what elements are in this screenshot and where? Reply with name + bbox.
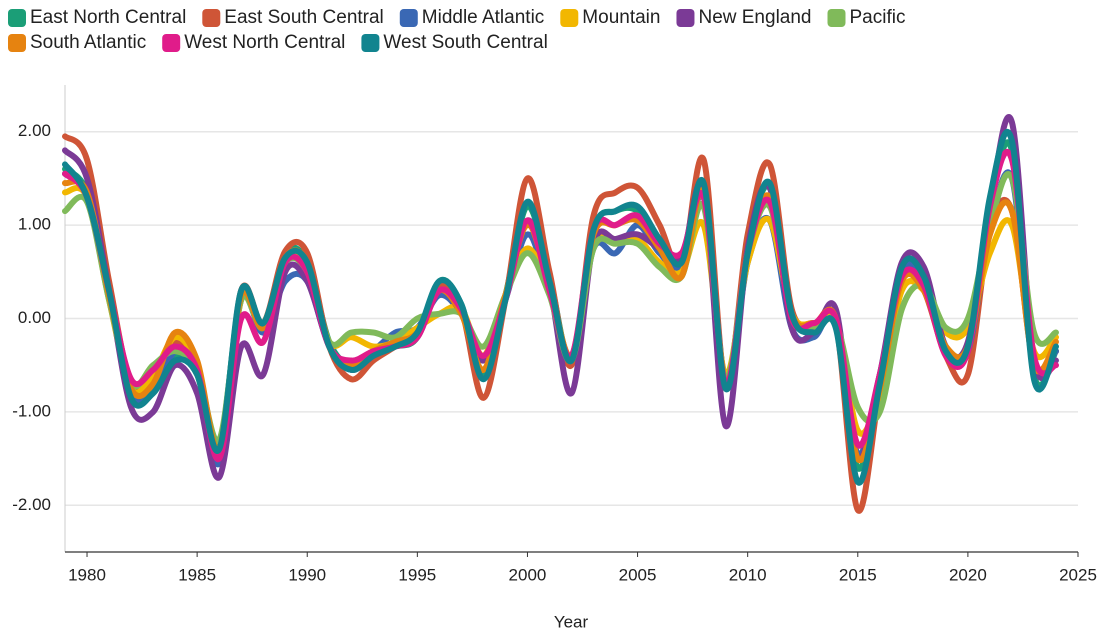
legend-label: West North Central xyxy=(184,32,345,53)
legend-item: West North Central xyxy=(162,32,345,53)
legend-label: East North Central xyxy=(30,7,186,28)
legend-item: East South Central xyxy=(202,7,384,28)
legend: East North Central East South Central Midd… xyxy=(8,7,905,53)
y-tick-label: 1.00 xyxy=(18,215,51,234)
x-tick-label: 2000 xyxy=(509,565,547,584)
legend-item: South Atlantic xyxy=(8,32,146,53)
legend-label: South Atlantic xyxy=(30,32,146,53)
series-line xyxy=(62,139,1059,472)
legend-label: New England xyxy=(698,7,811,28)
legend-label: West South Central xyxy=(383,32,547,53)
legend-swatch xyxy=(676,9,695,27)
x-tick-label: 1990 xyxy=(288,565,326,584)
x-tick-label: 2025 xyxy=(1059,565,1097,584)
x-tick-label: 2020 xyxy=(949,565,987,584)
legend-label: Pacific xyxy=(850,7,906,28)
x-tick-label: 1985 xyxy=(178,565,216,584)
legend-swatch xyxy=(827,9,846,27)
legend-swatch xyxy=(162,34,181,52)
y-tick-label: -1.00 xyxy=(12,401,51,420)
series-line xyxy=(62,171,1059,445)
legend-label: East South Central xyxy=(224,7,383,28)
x-tick-label: 2010 xyxy=(729,565,767,584)
legend-item: Mountain xyxy=(560,7,660,28)
legend-item: Pacific xyxy=(827,7,906,28)
x-tick-label: 2005 xyxy=(619,565,657,584)
legend-swatch xyxy=(8,34,26,52)
legend-swatch xyxy=(361,34,380,52)
x-tick-label: 1995 xyxy=(398,565,436,584)
legend-swatch xyxy=(560,9,579,27)
x-axis-title: Year xyxy=(554,612,589,631)
series-line xyxy=(62,129,1059,486)
x-tick-label: 1980 xyxy=(68,565,106,584)
x-tick-label: 2015 xyxy=(839,565,877,584)
y-tick-label: 2.00 xyxy=(18,121,51,140)
legend-swatch xyxy=(399,9,418,27)
legend-item: West South Central xyxy=(361,32,548,53)
legend-swatch xyxy=(202,9,221,27)
legend-label: Middle Atlantic xyxy=(422,7,545,28)
legend-item: East North Central xyxy=(8,7,186,28)
legend-item: New England xyxy=(676,7,812,28)
legend-item: Middle Atlantic xyxy=(399,7,545,28)
legend-label: Mountain xyxy=(582,7,660,28)
series-line xyxy=(62,148,1059,462)
y-tick-label: -2.00 xyxy=(12,495,51,514)
legend-swatch xyxy=(8,9,26,27)
y-tick-label: 0.00 xyxy=(18,308,51,327)
